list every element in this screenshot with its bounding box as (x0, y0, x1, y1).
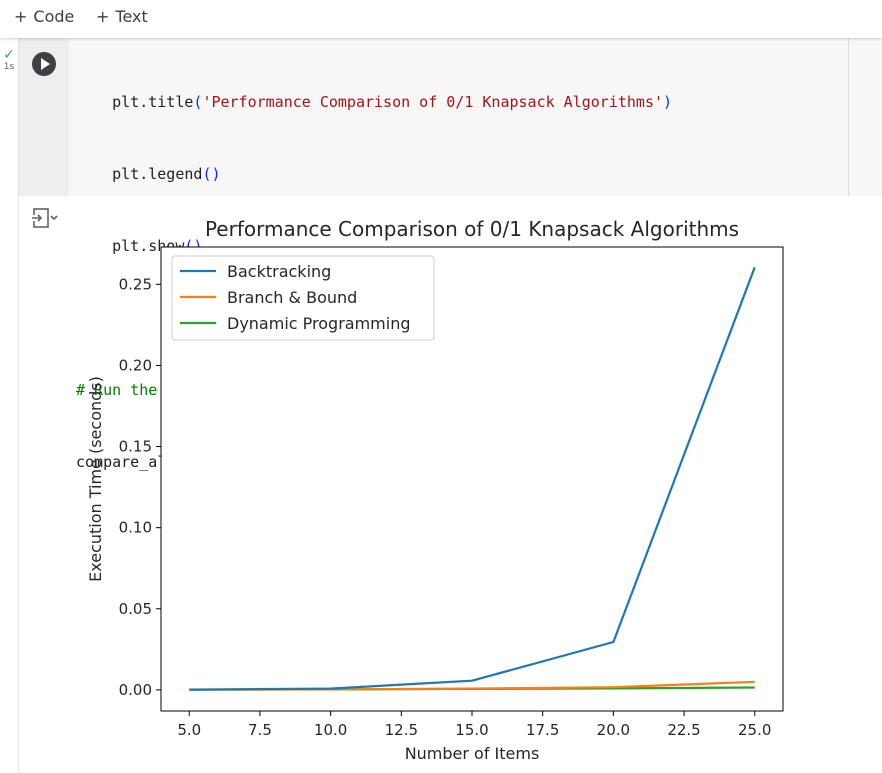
y-tick-label: 0.15 (119, 438, 152, 456)
legend-box (171, 255, 435, 341)
plus-icon: + (14, 7, 28, 26)
output-toggle-icon[interactable] (31, 206, 59, 232)
code-line: plt.title('Performance Comparison of 0/1… (76, 93, 673, 111)
add-text-button[interactable]: + Text (96, 7, 148, 26)
y-tick-label: 0.05 (119, 600, 152, 618)
play-icon (41, 58, 50, 70)
y-tick-label: 0.00 (119, 681, 152, 699)
series-line-backtracking (189, 266, 756, 691)
x-tick-label: 17.5 (526, 721, 559, 739)
x-tick-label: 22.5 (667, 721, 700, 739)
x-tick-label: 15.0 (455, 721, 488, 739)
y-tick-label: 0.20 (119, 356, 152, 374)
chart-legend: Backtracking Branch & Bound Dynamic Progra… (171, 255, 435, 341)
legend-label: Branch & Bound (227, 288, 357, 307)
cell-execution-status: ✓ 1s (0, 48, 18, 72)
x-tick-label: 5.0 (177, 721, 201, 739)
legend-label: Backtracking (227, 262, 331, 281)
x-tick-label: 12.5 (385, 721, 418, 739)
notebook-toolbar: + Code + Text (0, 0, 882, 38)
y-tick-label: 0.10 (119, 519, 152, 537)
chart-title: Performance Comparison of 0/1 Knapsack A… (205, 217, 739, 241)
execution-time: 1s (3, 62, 15, 72)
plus-icon: + (96, 7, 110, 26)
x-tick-label: 10.0 (314, 721, 347, 739)
y-tick-label: 0.25 (119, 275, 152, 293)
run-cell-button[interactable] (32, 52, 56, 76)
cell-divider (848, 38, 849, 196)
x-axis-label: Number of Items (405, 744, 540, 763)
code-cell[interactable] (18, 38, 882, 196)
x-tick-label: 7.5 (248, 721, 272, 739)
y-axis-label: Execution Time (seconds) (86, 376, 105, 582)
output-gutter-line (18, 196, 19, 773)
check-icon: ✓ (3, 47, 15, 63)
code-line: plt.legend() (76, 165, 221, 183)
add-code-button[interactable]: + Code (14, 7, 75, 26)
x-tick-label: 20.0 (597, 721, 630, 739)
x-tick-label: 25.0 (738, 721, 771, 739)
performance-chart: Performance Comparison of 0/1 Knapsack A… (86, 217, 784, 763)
legend-label: Dynamic Programming (227, 314, 410, 333)
